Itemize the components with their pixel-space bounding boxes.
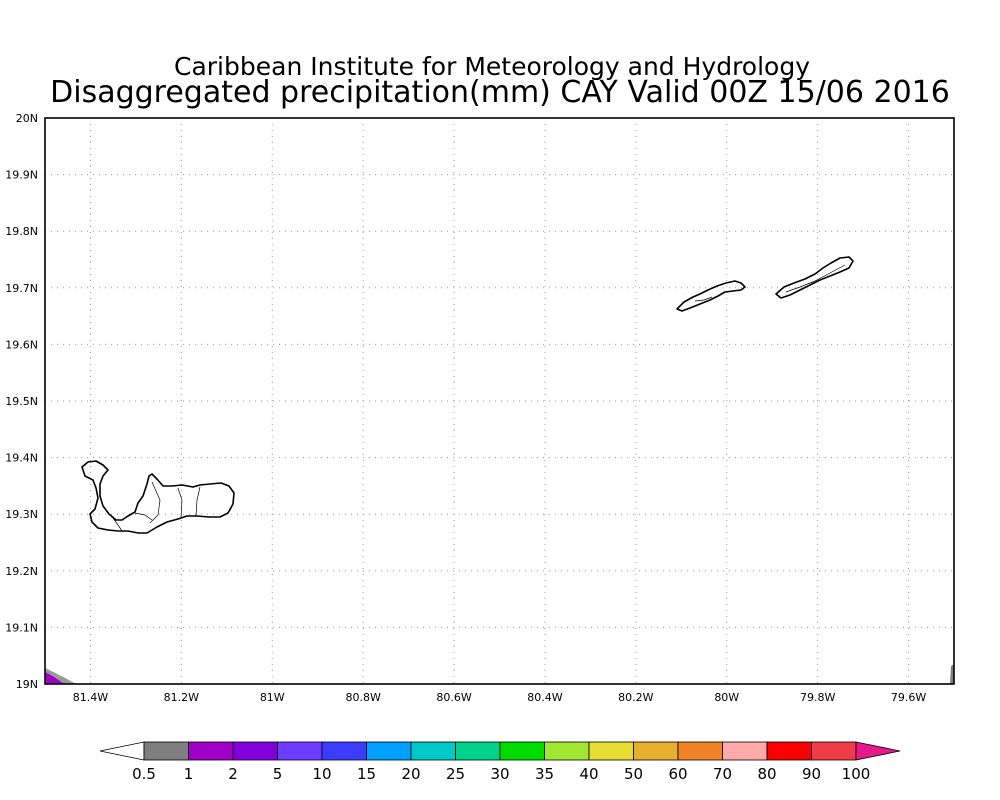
latitude-tick-label: 19.8N	[5, 225, 38, 238]
colorbar-label: 70	[713, 765, 732, 783]
latitude-tick-label: 19.7N	[5, 282, 38, 295]
longitude-tick-label: 81.2W	[164, 691, 199, 704]
colorbar-high-arrow	[855, 741, 901, 761]
colorbar-label: 5	[273, 765, 283, 783]
longitude-tick-label: 80.6W	[436, 691, 471, 704]
colorbar-low-arrow	[99, 741, 145, 761]
longitude-tick-label: 80W	[714, 691, 739, 704]
latitude-tick-label: 19.4N	[5, 452, 38, 465]
map-axis-labels: 81.4W 81.2W 81W 80.8W 80.6W 80.4W 80.2W 80W 79.8…	[5, 112, 926, 704]
title-line-2: Disaggregated precipitation(mm) CAY Vali…	[50, 75, 950, 110]
latitude-tick-label: 19.1N	[5, 621, 38, 634]
precipitation-colorbar: 0.5 1 2 5 10 15 20 25 30 35 40 50 60 70 80 90 100	[99, 741, 901, 783]
colorbar-label: 1	[184, 765, 194, 783]
colorbar-swatch	[232, 741, 278, 761]
map-frame	[44, 117, 955, 685]
colorbar-label: 50	[624, 765, 643, 783]
latitude-tick-label: 19.6N	[5, 338, 38, 351]
latitude-tick-label: 19N	[16, 678, 38, 691]
colorbar-swatch	[277, 741, 323, 761]
latitude-tick-label: 20N	[16, 112, 38, 125]
colorbar-label: 30	[490, 765, 509, 783]
grand-cayman-island	[81, 460, 235, 534]
colorbar-label: 100	[842, 765, 871, 783]
latitude-tick-label: 19.9N	[5, 169, 38, 182]
colorbar-swatch	[410, 741, 456, 761]
colorbar-label: 60	[668, 765, 687, 783]
longitude-tick-label: 80.4W	[527, 691, 562, 704]
longitude-tick-label: 80.8W	[345, 691, 380, 704]
colorbar-swatch	[633, 741, 679, 761]
colorbar-swatch	[188, 741, 234, 761]
colorbar-label: 80	[757, 765, 776, 783]
colorbar-swatch	[811, 741, 857, 761]
colorbar-swatch	[544, 741, 590, 761]
longitude-tick-label: 80.2W	[618, 691, 653, 704]
longitude-tick-label: 79.6W	[891, 691, 926, 704]
map-gridlines	[45, 118, 954, 684]
colorbar-label: 20	[401, 765, 420, 783]
latitude-tick-label: 19.3N	[5, 508, 38, 521]
colorbar-swatch	[499, 741, 545, 761]
colorbar-swatch	[321, 741, 367, 761]
colorbar-label: 90	[802, 765, 821, 783]
longitude-tick-label: 81.4W	[73, 691, 108, 704]
colorbar-label: 10	[312, 765, 331, 783]
colorbar-swatch	[143, 741, 189, 761]
colorbar-label: 0.5	[132, 765, 156, 783]
colorbar-label: 40	[579, 765, 598, 783]
colorbar-swatch	[455, 741, 501, 761]
little-cayman-island	[676, 280, 746, 312]
colorbar-swatch	[588, 741, 634, 761]
colorbar-label: 15	[357, 765, 376, 783]
colorbar-swatch	[677, 741, 723, 761]
precipitation-shading-se	[950, 664, 954, 684]
colorbar-label: 25	[446, 765, 465, 783]
colorbar-swatch	[766, 741, 812, 761]
longitude-tick-label: 79.8W	[800, 691, 835, 704]
colorbar-swatch	[722, 741, 768, 761]
colorbar-label: 35	[535, 765, 554, 783]
colorbar-swatch	[366, 741, 412, 761]
latitude-tick-label: 19.2N	[5, 565, 38, 578]
latitude-tick-label: 19.5N	[5, 395, 38, 408]
longitude-tick-label: 81W	[260, 691, 285, 704]
colorbar-label: 2	[228, 765, 238, 783]
precipitation-shading-sw-core	[45, 672, 64, 684]
cayman-brac-island	[775, 256, 854, 299]
title-line-1: Caribbean Institute for Meteorology and …	[174, 52, 810, 81]
